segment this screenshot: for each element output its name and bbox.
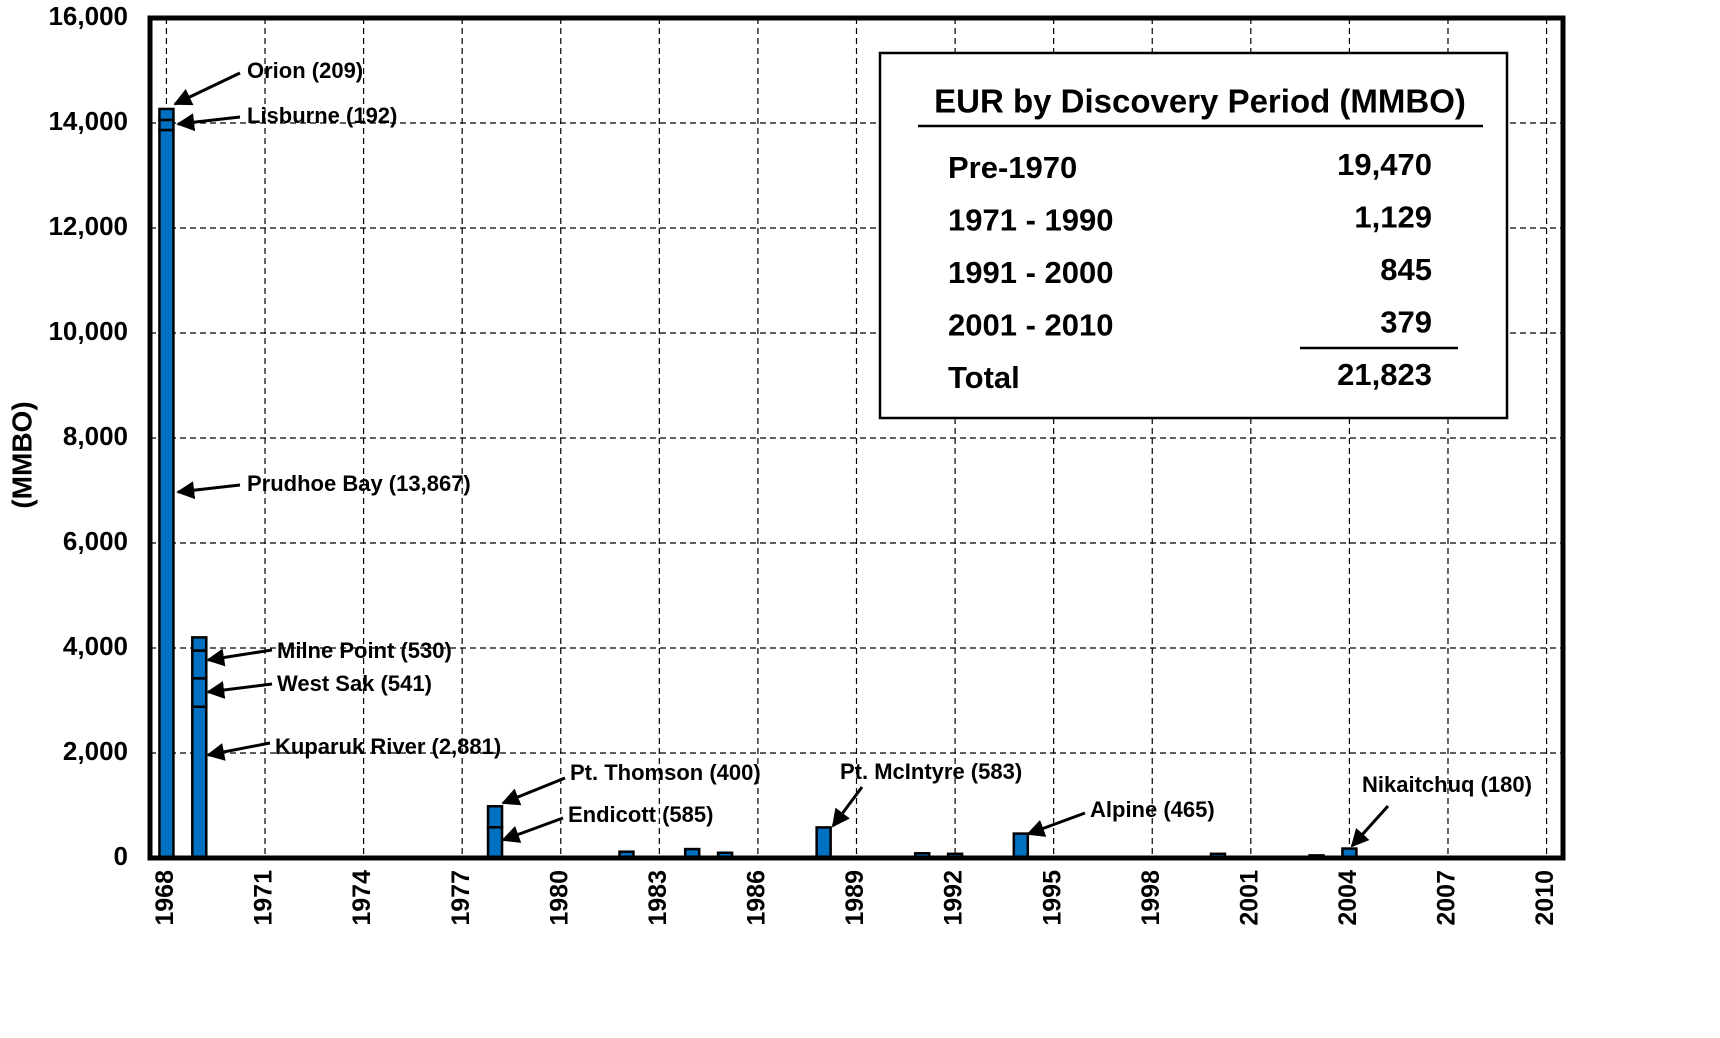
x-tick-label: 1971	[250, 870, 278, 926]
bar-segment	[158, 107, 175, 122]
bar-segment	[486, 805, 504, 829]
inset-value: 845	[1380, 252, 1432, 287]
annotation-arrow	[176, 113, 241, 132]
annotation: Pt. McIntyre (583)	[840, 759, 1022, 784]
annotation-arrow	[1350, 804, 1390, 848]
bar-segment	[191, 649, 208, 680]
y-tick-label: 14,000	[48, 106, 128, 136]
inset-label: 1991 - 2000	[948, 255, 1113, 290]
inset-value: 19,470	[1337, 147, 1432, 182]
x-tick-label: 1995	[1038, 870, 1066, 926]
x-tick-label: 2004	[1334, 870, 1362, 926]
x-tick-label: 1986	[743, 870, 771, 926]
bar-segment	[191, 677, 208, 708]
annotation-arrow	[173, 71, 241, 106]
x-tick-label: 2007	[1433, 870, 1461, 926]
annotation: Kuparuk River (2,881)	[275, 734, 501, 759]
x-tick-label: 1974	[348, 870, 376, 926]
inset-label: Total	[948, 360, 1020, 395]
annotation: Endicott (585)	[568, 802, 713, 827]
inset-value: 379	[1380, 305, 1432, 340]
annotation-arrow	[206, 648, 273, 667]
x-tick-label: 1977	[447, 870, 475, 926]
x-tick-label: 1989	[841, 870, 869, 926]
y-tick-label: 4,000	[63, 631, 128, 661]
annotation: Prudhoe Bay (13,867)	[247, 471, 471, 496]
inset-label: 2001 - 2010	[948, 308, 1113, 343]
annotation: Lisburne (192)	[247, 103, 397, 128]
y-axis-label: (MMBO)	[6, 401, 37, 508]
inset-label: 1971 - 1990	[948, 203, 1113, 238]
y-tick-label: 2,000	[63, 736, 128, 766]
y-tick-label: 12,000	[48, 211, 128, 241]
bar-segment	[158, 118, 175, 132]
x-tick-label: 2010	[1531, 870, 1559, 926]
bar-segment	[158, 128, 175, 860]
bar-segment	[486, 826, 504, 860]
annotation-arrow	[176, 481, 241, 500]
annotation: Orion (209)	[247, 58, 363, 83]
inset-title: EUR by Discovery Period (MMBO)	[934, 83, 1466, 120]
annotation: Milne Point (530)	[277, 638, 452, 663]
annotation: Alpine (465)	[1090, 797, 1215, 822]
annotation: Nikaitchuq (180)	[1362, 772, 1532, 797]
plot-frame	[147, 15, 1566, 861]
annotation-arrow	[1026, 811, 1086, 837]
x-tick-label: 1983	[644, 870, 672, 926]
bar-segment	[191, 636, 208, 652]
annotation: West Sak (541)	[277, 671, 432, 696]
x-tick-label: 1968	[151, 870, 179, 926]
y-tick-label: 6,000	[63, 526, 128, 556]
annotation-arrow	[206, 681, 273, 699]
inset-box	[878, 51, 1509, 420]
y-tick-label: 16,000	[48, 1, 128, 31]
y-tick-label: 10,000	[48, 316, 128, 346]
bar-segment	[1012, 832, 1030, 860]
inset-value: 21,823	[1337, 357, 1432, 392]
annotation-arrow	[206, 741, 271, 761]
x-tick-label: 1998	[1137, 870, 1165, 926]
x-tick-label: 2001	[1235, 870, 1263, 926]
x-tick-label: 1992	[940, 870, 968, 926]
x-tick-label: 1980	[545, 870, 573, 926]
annotation: Pt. Thomson (400)	[570, 760, 761, 785]
annotation-arrow	[501, 776, 566, 806]
annotation-arrow	[831, 786, 864, 828]
inset-label: Pre-1970	[948, 150, 1077, 185]
y-tick-label: 8,000	[63, 421, 128, 451]
inset-value: 1,129	[1354, 200, 1432, 235]
annotation-arrow	[501, 816, 564, 843]
bar-segment	[815, 826, 832, 860]
y-tick-label: 0	[114, 841, 128, 871]
bar-segment	[191, 705, 208, 860]
